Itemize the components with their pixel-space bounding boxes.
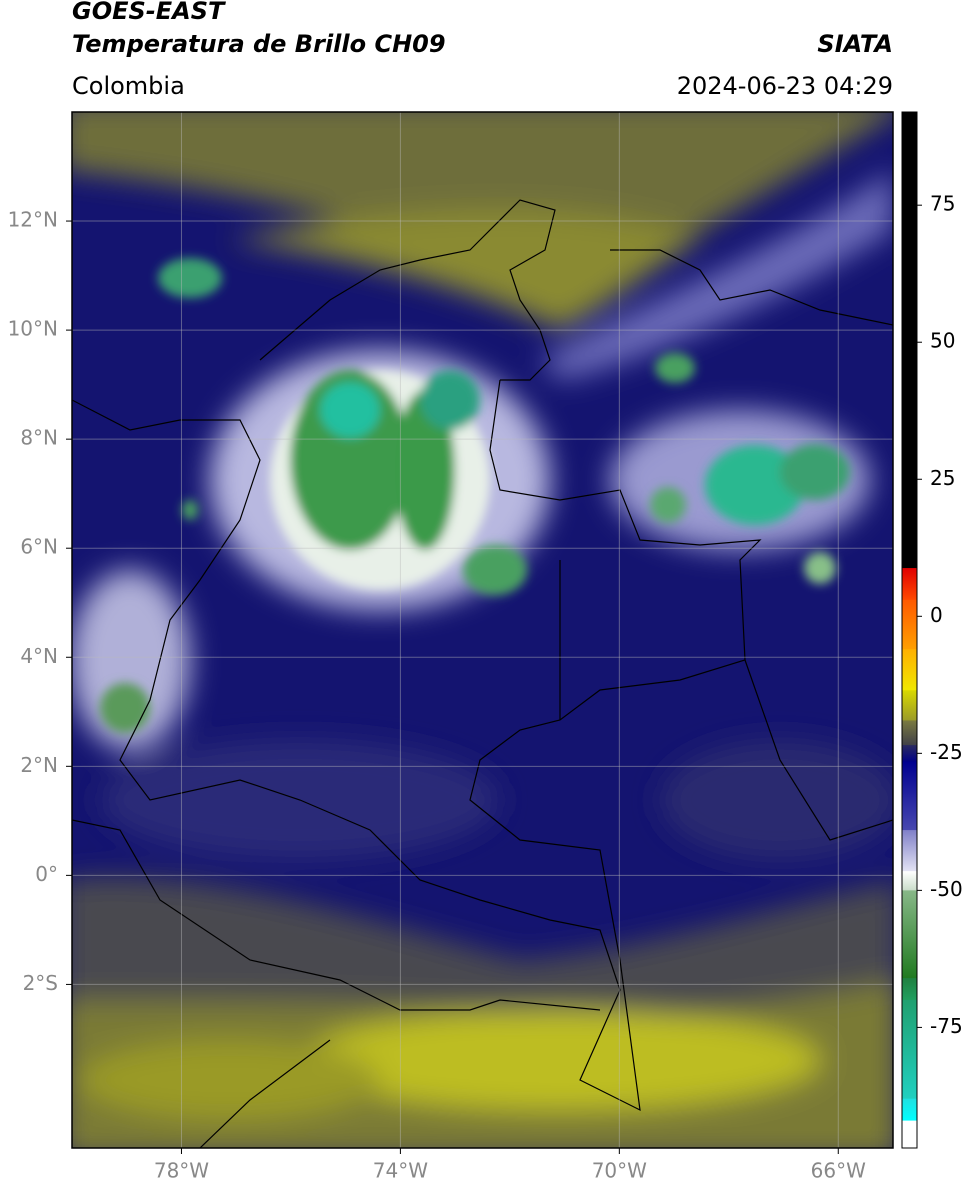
colorbar-tick-label: -75 — [930, 1014, 963, 1038]
y-tick-label: 10°N — [8, 317, 58, 341]
colorbar-segment — [902, 890, 917, 979]
y-tick-label: 6°N — [20, 535, 58, 559]
y-tick-label: 2°S — [23, 971, 58, 995]
satellite-image — [72, 112, 893, 1148]
colorbar-segment — [902, 1098, 917, 1122]
y-tick-label: 8°N — [20, 426, 58, 450]
colorbar-tick-label: 50 — [930, 329, 955, 353]
datetime: 2024-06-23 04:29 — [677, 72, 893, 100]
y-tick-label: 0° — [35, 862, 58, 886]
colorbar-tick-label: 25 — [930, 466, 955, 490]
colorbar-segment — [902, 745, 917, 763]
y-tick-label: 4°N — [20, 644, 58, 668]
source: SIATA — [817, 30, 893, 58]
subtitle: Temperatura de Brillo CH09 — [72, 30, 446, 58]
y-tick-label: 2°N — [20, 753, 58, 777]
map-frame — [71, 111, 894, 1149]
colorbar-segment — [902, 112, 917, 569]
colorbar-segment — [902, 568, 917, 601]
colorbar-tick-label: 75 — [930, 192, 955, 216]
colorbar-segment — [902, 720, 917, 746]
colorbar-frame — [901, 111, 918, 1149]
colorbar-segment — [902, 599, 917, 650]
y-tick-label: 12°N — [8, 208, 58, 232]
grid — [72, 112, 893, 1148]
x-tick-label: 66°W — [811, 1159, 866, 1183]
colorbar-segment — [902, 1120, 917, 1149]
colorbar-segment — [902, 690, 917, 721]
x-tick-label: 70°W — [592, 1159, 647, 1183]
colorbar-segment — [902, 978, 917, 1001]
colorbar-tick-label: -50 — [930, 877, 963, 901]
colorbar-segment — [902, 871, 917, 891]
colorbar-tick-label: -25 — [930, 740, 963, 764]
colorbar-segment — [902, 830, 917, 872]
colorbar-segment — [902, 649, 917, 691]
colorbar: -75 -50 -25 0 25 50 75 — [901, 111, 963, 1149]
colorbar-segment — [902, 761, 917, 831]
x-tick-label: 78°W — [154, 1159, 209, 1183]
x-tick-label: 74°W — [373, 1159, 428, 1183]
region: Colombia — [72, 72, 185, 100]
colorbar-tick-label: 0 — [930, 603, 943, 627]
title: GOES-EAST — [72, 0, 226, 25]
colorbar-segment — [902, 1000, 917, 1100]
